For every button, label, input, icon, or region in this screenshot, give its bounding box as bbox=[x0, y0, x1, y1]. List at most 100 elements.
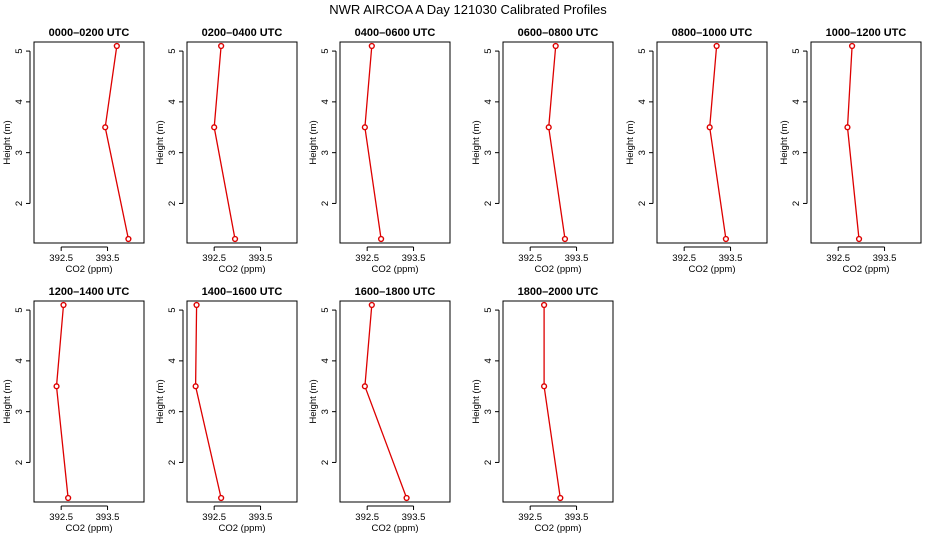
x-axis-label: CO2 (ppm) bbox=[843, 264, 890, 275]
plot-frame bbox=[33, 41, 145, 244]
y-tick-label: 2 bbox=[320, 460, 331, 465]
co2-profile-line bbox=[213, 45, 236, 240]
plot-frame bbox=[656, 41, 768, 244]
plot-frame bbox=[810, 41, 922, 244]
x-axis-label: CO2 (ppm) bbox=[535, 523, 582, 534]
y-tick-label: 2 bbox=[167, 460, 178, 465]
y-tick-label: 2 bbox=[320, 201, 331, 206]
x-tick-label: 392.5 bbox=[355, 253, 379, 264]
data-point bbox=[368, 42, 375, 50]
data-point bbox=[561, 235, 569, 243]
y-tick-label: 5 bbox=[14, 307, 25, 312]
data-point bbox=[844, 124, 851, 131]
data-point bbox=[540, 383, 548, 390]
y-tick-label: 5 bbox=[791, 48, 802, 53]
y-tick-label: 3 bbox=[483, 150, 494, 155]
data-point bbox=[403, 494, 410, 502]
x-tick-label: 393.5 bbox=[873, 253, 897, 264]
y-tick-label: 2 bbox=[791, 201, 802, 206]
y-tick-label: 3 bbox=[483, 409, 494, 414]
co2-profile-line bbox=[846, 45, 860, 240]
x-axis-label: CO2 (ppm) bbox=[219, 523, 266, 534]
x-tick-label: 392.5 bbox=[202, 253, 226, 264]
x-tick-label: 393.5 bbox=[565, 253, 589, 264]
x-axis-label: CO2 (ppm) bbox=[372, 523, 419, 534]
data-point bbox=[855, 235, 863, 243]
y-tick-label: 3 bbox=[320, 150, 331, 155]
panel-title: 0600–0800 UTC bbox=[518, 27, 599, 39]
y-axis-label: Height (m) bbox=[155, 379, 166, 423]
panel-title: 0400–0600 UTC bbox=[355, 27, 436, 39]
data-point bbox=[218, 42, 225, 50]
y-axis-label: Height (m) bbox=[2, 120, 13, 164]
co2-profile-line bbox=[543, 305, 561, 499]
data-point bbox=[361, 124, 368, 131]
data-point bbox=[192, 383, 199, 390]
y-axis-label: Height (m) bbox=[471, 120, 482, 164]
panel-title: 0000–0200 UTC bbox=[49, 27, 130, 39]
x-axis-label: CO2 (ppm) bbox=[689, 264, 736, 275]
y-tick-label: 2 bbox=[14, 201, 25, 206]
y-tick-label: 5 bbox=[637, 48, 648, 53]
y-tick-label: 3 bbox=[637, 150, 648, 155]
y-tick-label: 4 bbox=[167, 358, 178, 363]
data-point bbox=[125, 235, 132, 243]
y-tick-label: 3 bbox=[791, 150, 802, 155]
data-point bbox=[713, 42, 720, 50]
x-tick-label: 393.5 bbox=[565, 512, 589, 523]
data-point bbox=[722, 235, 730, 243]
y-tick-label: 3 bbox=[14, 409, 25, 414]
co2-profile-line bbox=[104, 45, 130, 240]
y-tick-label: 2 bbox=[167, 201, 178, 206]
x-axis-label: CO2 (ppm) bbox=[219, 264, 266, 275]
y-axis-label: Height (m) bbox=[155, 120, 166, 164]
data-point bbox=[65, 494, 72, 502]
y-tick-label: 3 bbox=[167, 409, 178, 414]
co2-profile-line bbox=[364, 45, 382, 240]
y-tick-label: 5 bbox=[320, 307, 331, 312]
co2-profile-line bbox=[548, 45, 566, 240]
data-point bbox=[211, 124, 218, 131]
y-tick-label: 4 bbox=[14, 99, 25, 104]
data-point bbox=[361, 383, 368, 390]
y-tick-label: 4 bbox=[167, 99, 178, 104]
plot-frame bbox=[339, 41, 451, 244]
panel-title: 0800–1000 UTC bbox=[672, 27, 753, 39]
y-tick-label: 4 bbox=[483, 358, 494, 363]
panel-title: 1400–1600 UTC bbox=[202, 286, 283, 298]
x-tick-label: 392.5 bbox=[518, 512, 542, 523]
y-axis-label: Height (m) bbox=[779, 120, 790, 164]
co2-profile-line bbox=[194, 304, 222, 499]
x-tick-label: 392.5 bbox=[49, 512, 73, 523]
data-point bbox=[193, 301, 200, 309]
data-point bbox=[60, 301, 67, 309]
x-axis-label: CO2 (ppm) bbox=[535, 264, 582, 275]
y-tick-label: 3 bbox=[320, 409, 331, 414]
x-tick-label: 392.5 bbox=[202, 512, 226, 523]
x-axis-label: CO2 (ppm) bbox=[66, 523, 113, 534]
data-point bbox=[368, 301, 375, 309]
x-tick-label: 393.5 bbox=[402, 512, 426, 523]
x-axis-label: CO2 (ppm) bbox=[66, 264, 113, 275]
co2-profile-line bbox=[709, 45, 727, 240]
x-tick-label: 392.5 bbox=[49, 253, 73, 264]
plot-frame bbox=[502, 41, 614, 244]
plot-frame bbox=[339, 300, 451, 503]
y-tick-label: 5 bbox=[167, 307, 178, 312]
panel-title: 1200–1400 UTC bbox=[49, 286, 130, 298]
y-tick-label: 4 bbox=[14, 358, 25, 363]
plot-frame bbox=[502, 300, 614, 503]
y-axis-label: Height (m) bbox=[2, 379, 13, 423]
y-tick-label: 4 bbox=[637, 99, 648, 104]
y-tick-label: 2 bbox=[637, 201, 648, 206]
data-point bbox=[540, 301, 548, 309]
y-tick-label: 5 bbox=[320, 48, 331, 53]
figure-title: NWR AIRCOA A Day 121030 Calibrated Profi… bbox=[329, 2, 607, 17]
data-point bbox=[706, 124, 713, 131]
